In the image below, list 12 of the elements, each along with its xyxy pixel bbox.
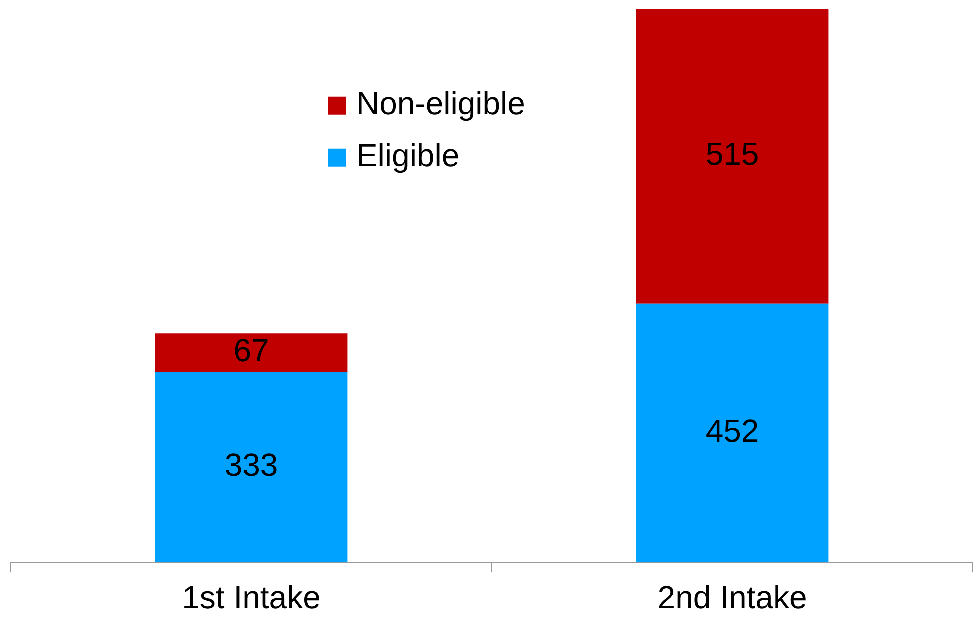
data-label: 67 bbox=[234, 332, 270, 369]
x-tick-label: 1st Intake bbox=[182, 580, 321, 616]
bar bbox=[636, 9, 829, 304]
bar bbox=[636, 304, 829, 563]
data-label: 515 bbox=[706, 136, 760, 172]
legend-label: Non-eligible bbox=[356, 86, 526, 122]
legend-label: Eligible bbox=[356, 138, 460, 174]
data-label: 452 bbox=[706, 413, 760, 450]
data-label: 333 bbox=[224, 447, 278, 484]
x-tick-label: 2nd Intake bbox=[658, 580, 808, 616]
bar bbox=[155, 334, 348, 372]
bar bbox=[155, 372, 348, 563]
